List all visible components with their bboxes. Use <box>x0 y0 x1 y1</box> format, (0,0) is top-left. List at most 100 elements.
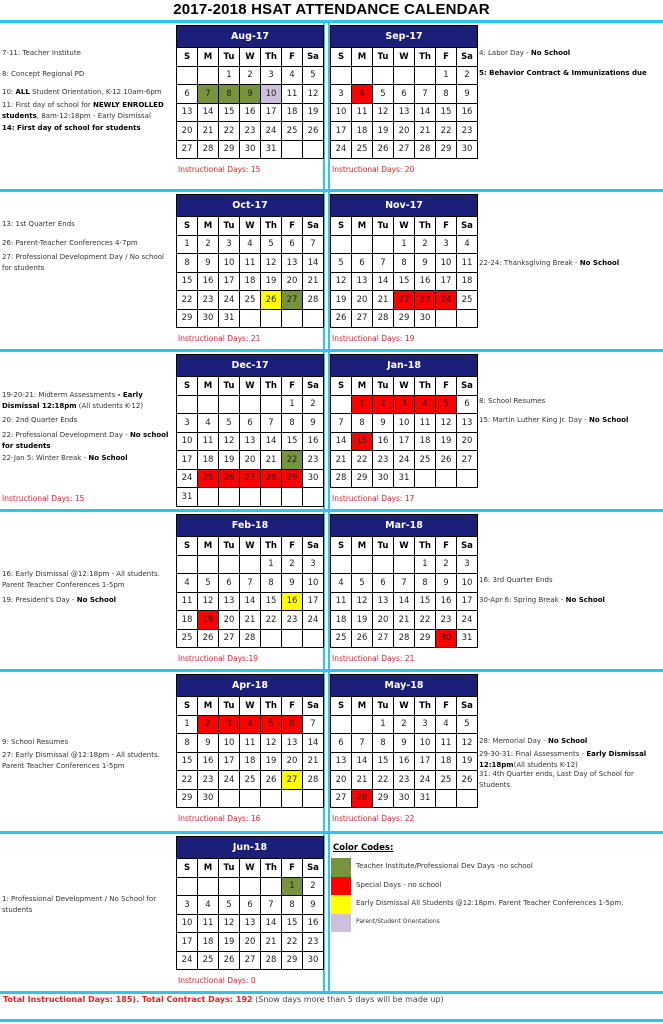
day-cell: 14 <box>239 591 261 611</box>
weekday-header: Sa <box>456 696 478 716</box>
day-cell: 9 <box>302 895 324 915</box>
day-cell: 25 <box>197 950 219 970</box>
day-cell: 18 <box>176 610 198 630</box>
month-calendar-sep-17: Sep-17 S M Tu W Th F Sa 1 2 3 4 5 6 7 8 9 10 11 12 13 14 15 16 1… <box>330 25 478 159</box>
weekday-header: M <box>197 536 219 556</box>
day-cell: 24 <box>456 610 478 630</box>
empty-cell <box>239 308 261 328</box>
note-text: 22-24: Thanksgiving Break - <box>479 259 580 267</box>
day-cell: 13 <box>239 913 261 933</box>
day-cell: 4 <box>456 234 478 254</box>
day-cell: 26 <box>218 950 240 970</box>
weekday-header: Tu <box>218 536 240 556</box>
day-cell: 24 <box>393 450 415 470</box>
day-cell: 23 <box>302 932 324 952</box>
day-cell: 28 <box>197 139 219 159</box>
day-cell: 31 <box>393 468 415 488</box>
month-header: Aug-17 <box>176 25 324 48</box>
day-cell: 10 <box>456 573 478 593</box>
empty-cell <box>218 394 240 414</box>
day-cell: 3 <box>456 554 478 574</box>
calendar-note: 13: 1st Quarter Ends <box>2 219 174 230</box>
day-cell: 26 <box>260 290 282 310</box>
day-cell: 26 <box>302 121 324 141</box>
empty-cell <box>281 139 303 159</box>
day-cell: 23 <box>281 610 303 630</box>
empty-cell <box>260 487 282 507</box>
month-header: Mar-18 <box>330 514 478 537</box>
day-cell: 24 <box>176 468 198 488</box>
day-cell: 6 <box>372 573 394 593</box>
day-cell: 7 <box>393 573 415 593</box>
day-cell: 27 <box>281 770 303 790</box>
day-cell: 5 <box>372 84 394 104</box>
day-cell: 9 <box>281 573 303 593</box>
day-cell: 4 <box>197 895 219 915</box>
calendar-note: 22-24: Thanksgiving Break - No School <box>479 258 661 269</box>
note-text: 9: School Resumes <box>2 738 69 746</box>
day-cell: 8 <box>176 733 198 753</box>
day-cell: 27 <box>281 290 303 310</box>
day-cell: 1 <box>281 394 303 414</box>
day-cell: 21 <box>302 271 324 291</box>
day-cell: 27 <box>330 788 352 808</box>
weekday-header: M <box>351 696 373 716</box>
day-cell: 23 <box>435 610 457 630</box>
day-cell: 18 <box>435 751 457 771</box>
day-cell: 18 <box>330 610 352 630</box>
day-cell: 21 <box>414 121 436 141</box>
weekday-header: Tu <box>218 858 240 878</box>
calendar-note: 11: First day of school for NEWLY ENROLL… <box>2 100 174 121</box>
day-cell: 31 <box>456 628 478 648</box>
day-cell: 16 <box>302 913 324 933</box>
month-calendar-feb-18: Feb-18 S M Tu W Th F Sa 1 2 3 4 5 6 7 8 9 10 11 12 13 14 15 16 1… <box>176 514 324 648</box>
day-cell: 18 <box>197 450 219 470</box>
day-cell: 2 <box>393 714 415 734</box>
day-cell: 2 <box>197 234 219 254</box>
empty-cell <box>456 308 478 328</box>
day-cell: 13 <box>330 751 352 771</box>
note-text: 4: Labor Day - <box>479 49 531 57</box>
note-text: 13: 1st Quarter Ends <box>2 220 75 228</box>
day-cell: 10 <box>218 733 240 753</box>
day-cell: 9 <box>393 733 415 753</box>
instructional-days: Instructional Days: 15 <box>178 165 261 174</box>
day-cell: 29 <box>281 468 303 488</box>
note-text: 30-Apr 6: Spring Break - <box>479 596 566 604</box>
day-cell: 13 <box>393 102 415 122</box>
day-cell: 31 <box>218 308 240 328</box>
day-cell: 21 <box>260 932 282 952</box>
note-text: 7-11: Teacher Institute <box>2 49 81 57</box>
day-cell: 1 <box>435 65 457 85</box>
weekday-header: Tu <box>218 216 240 236</box>
empty-cell <box>351 554 373 574</box>
day-cell: 12 <box>218 431 240 451</box>
day-cell: 17 <box>435 271 457 291</box>
empty-cell <box>351 65 373 85</box>
month-calendar-aug-17: Aug-17 S M Tu W Th F Sa 1 2 3 4 5 6 7 8 9 10 11 12 13 14 15 16 1… <box>176 25 324 159</box>
day-cell: 24 <box>260 121 282 141</box>
day-cell: 7 <box>302 234 324 254</box>
day-cell: 3 <box>414 714 436 734</box>
day-cell: 8 <box>260 573 282 593</box>
day-cell: 10 <box>176 431 198 451</box>
day-cell: 7 <box>260 895 282 915</box>
empty-cell <box>281 487 303 507</box>
instructional-days: Instructional Days:19 <box>178 654 258 663</box>
day-cell: 22 <box>260 610 282 630</box>
day-cell: 29 <box>393 308 415 328</box>
day-cell: 22 <box>351 450 373 470</box>
weekday-header: S <box>330 696 352 716</box>
day-cell: 10 <box>393 413 415 433</box>
day-cell: 19 <box>260 751 282 771</box>
day-cell: 9 <box>239 84 261 104</box>
weekday-header: F <box>435 47 457 67</box>
instructional-days: Instructional Days: 19 <box>332 334 415 343</box>
day-cell: 21 <box>330 450 352 470</box>
weekday-header: Sa <box>302 696 324 716</box>
day-cell: 27 <box>456 450 478 470</box>
day-cell: 29 <box>281 950 303 970</box>
note-emphasis: No School <box>589 416 629 424</box>
day-cell: 4 <box>239 234 261 254</box>
month-header: Dec-17 <box>176 354 324 377</box>
